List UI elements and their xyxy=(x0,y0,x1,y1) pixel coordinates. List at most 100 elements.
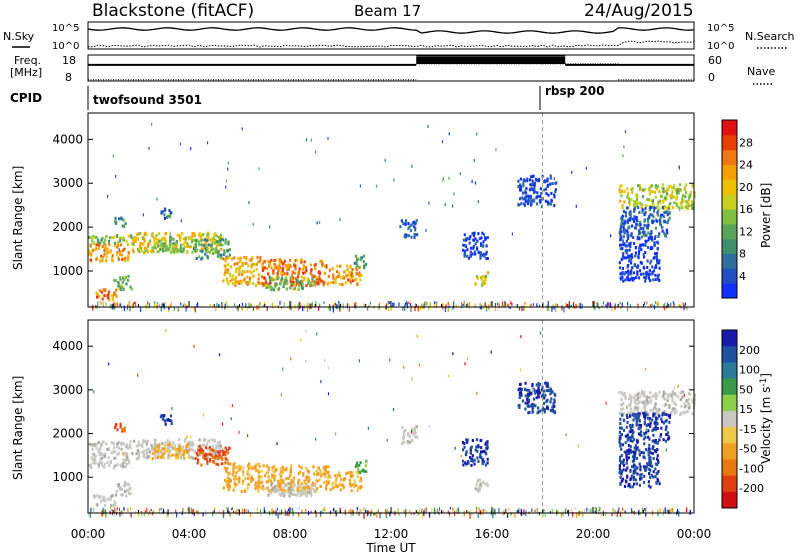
vel-cell-10 xyxy=(277,479,280,483)
vel-ground-cell xyxy=(376,512,378,518)
vel-cell-10 xyxy=(285,477,288,481)
vel-cell-11 xyxy=(332,481,335,485)
power-cell-19 xyxy=(649,279,652,283)
power-cell-10 xyxy=(274,278,277,281)
vel-cell-13 xyxy=(359,471,362,475)
vel-cell-10 xyxy=(304,466,308,470)
power-cell-5 xyxy=(141,236,145,240)
power-ground-cell xyxy=(385,305,387,310)
power-cell-19 xyxy=(634,251,637,255)
vel-ground-cell xyxy=(514,512,516,518)
power-cell-9 xyxy=(226,263,229,267)
vel-ground-cell xyxy=(351,509,353,515)
power-ground-cell xyxy=(248,302,250,307)
power-cell-0 xyxy=(113,291,116,295)
vel-cell-19 xyxy=(643,474,646,478)
power-cell-19 xyxy=(651,270,654,274)
power-ground-cell xyxy=(406,300,408,306)
vel-cell-18 xyxy=(645,424,648,428)
power-cell-18 xyxy=(623,221,626,225)
vel-speckle xyxy=(276,442,278,446)
power-cell-19 xyxy=(628,248,631,252)
vel-cell-20 xyxy=(543,396,546,400)
power-cell-6 xyxy=(159,247,162,251)
vel-cell-2 xyxy=(103,452,107,456)
vel-cell-5 xyxy=(171,441,175,445)
power-cell-19 xyxy=(624,278,627,282)
vel-speckle xyxy=(403,365,405,369)
power-cell-10 xyxy=(263,266,266,270)
power-cell-10 xyxy=(263,283,266,287)
vel-cell-17 xyxy=(618,391,621,395)
vel-cell-17 xyxy=(629,403,632,407)
power-cell-17 xyxy=(671,195,674,199)
vel-ground-cell xyxy=(389,511,391,517)
vel-cell-3 xyxy=(105,442,108,446)
vel-cell-19 xyxy=(626,458,629,462)
power-cell-0 xyxy=(102,288,105,292)
vel-cell-9 xyxy=(222,462,226,466)
vel-cell-20 xyxy=(546,398,549,402)
vel-cell-18 xyxy=(645,413,648,417)
vel-cell-20 xyxy=(549,387,552,391)
power-cell-8 xyxy=(163,216,167,220)
power-cell-16 xyxy=(413,235,416,239)
power-cell-5 xyxy=(137,232,140,236)
velocity-colorbar-swatch-1 xyxy=(722,346,737,363)
power-cell-20 xyxy=(532,198,536,202)
power-speckle xyxy=(180,219,182,223)
power-cell-19 xyxy=(622,279,625,283)
power-colorbar-tick-1: 8 xyxy=(739,248,746,261)
power-cell-6 xyxy=(165,245,168,249)
power-ground-cell xyxy=(565,303,567,308)
vel-cell-11 xyxy=(329,488,332,492)
power-speckle xyxy=(459,172,461,176)
vel-ground-cell xyxy=(105,512,107,518)
power-cell-4 xyxy=(120,217,124,221)
vel-cell-5 xyxy=(211,438,214,442)
vel-cell-20 xyxy=(534,404,537,408)
power-cell-19 xyxy=(619,276,622,280)
power-cell-17 xyxy=(662,190,665,194)
vel-speckle xyxy=(122,452,124,456)
power-cell-5 xyxy=(191,234,195,238)
vel-cell-10 xyxy=(270,473,274,477)
vel-cell-10 xyxy=(279,476,282,480)
power-cell-18 xyxy=(650,230,653,233)
vel-cell-20 xyxy=(519,383,522,386)
vel-cell-3 xyxy=(126,443,129,447)
vel-cell-19 xyxy=(623,450,626,454)
power-cell-6 xyxy=(164,239,167,243)
vel-cell-2 xyxy=(103,455,106,458)
vel-cell-20 xyxy=(532,397,536,401)
vel-cell-9 xyxy=(247,462,251,466)
vel-cell-15 xyxy=(476,449,479,453)
vel-cell-17 xyxy=(671,399,674,403)
power-cell-7 xyxy=(220,238,223,242)
noise-right-label: N.Search xyxy=(745,30,795,43)
vel-cell-6 xyxy=(156,455,160,459)
power-cell-7 xyxy=(223,249,226,253)
vel-cell-20 xyxy=(538,409,542,413)
power-ground-cell xyxy=(169,304,171,307)
vel-ground-cell xyxy=(664,507,666,514)
power-cell-19 xyxy=(629,241,632,245)
power-cell-12 xyxy=(309,281,313,285)
power-cell-0 xyxy=(112,294,115,298)
power-cell-10 xyxy=(318,281,321,285)
power-cell-20 xyxy=(517,185,520,188)
vel-cell-17 xyxy=(668,404,671,407)
power-cell-18 xyxy=(635,223,638,227)
power-cell-6 xyxy=(169,242,172,246)
vel-cell-10 xyxy=(271,465,274,469)
power-cell-10 xyxy=(318,271,321,275)
power-cell-17 xyxy=(657,200,660,204)
vel-cell-7 xyxy=(224,453,227,457)
power-ground-cell xyxy=(463,301,465,306)
vel-cell-17 xyxy=(688,403,691,407)
power-cell-0 xyxy=(96,295,99,299)
vel-cell-18 xyxy=(632,430,635,434)
power-ground-cell xyxy=(180,302,182,306)
power-cell-7 xyxy=(200,257,203,261)
power-cell-14 xyxy=(484,281,487,285)
